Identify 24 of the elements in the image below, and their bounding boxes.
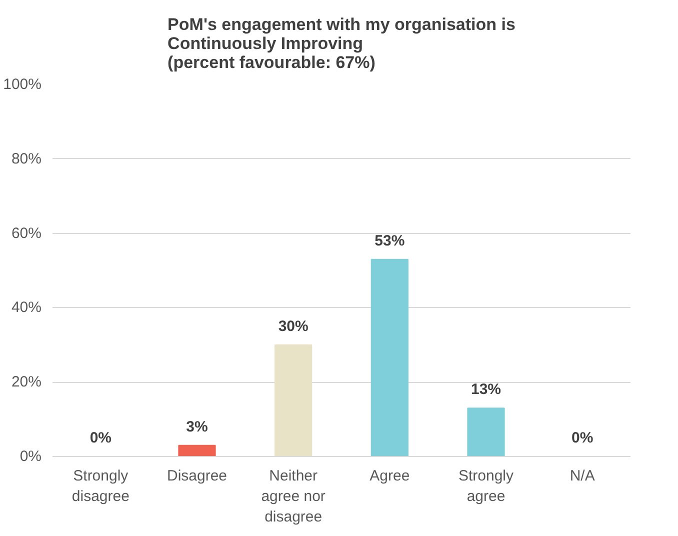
x-tick-label: N/A (570, 468, 595, 484)
x-tick-label: Agree (370, 468, 410, 484)
y-tick-label: 20% (11, 374, 42, 391)
data-label: 53% (374, 232, 405, 250)
chart-subtitle: (percent favourable: 67%) (168, 53, 376, 72)
data-label: 30% (278, 318, 308, 335)
bar (370, 258, 408, 456)
y-tick-label: 100% (3, 76, 42, 93)
chart-title: PoM's engagement with my organisation is Continuously Improving (168, 15, 516, 53)
x-tick-label: Strongly agree (458, 468, 514, 505)
bar (467, 408, 505, 456)
data-label: 3% (186, 418, 208, 436)
bar (274, 344, 312, 456)
y-tick-label: 40% (11, 299, 42, 316)
x-tick-label: Disagree (166, 468, 228, 484)
data-label: 0% (90, 430, 112, 446)
bar (178, 444, 216, 456)
y-tick-label: 60% (11, 224, 42, 242)
data-label: 0% (571, 430, 594, 446)
data-label: 13% (470, 381, 502, 398)
y-tick-label: 0% (20, 448, 42, 465)
x-tick-label: Neither agree nor disagree (261, 468, 326, 526)
x-tick-label: Strongly disagree (72, 468, 130, 505)
y-tick-label: 80% (11, 150, 42, 168)
